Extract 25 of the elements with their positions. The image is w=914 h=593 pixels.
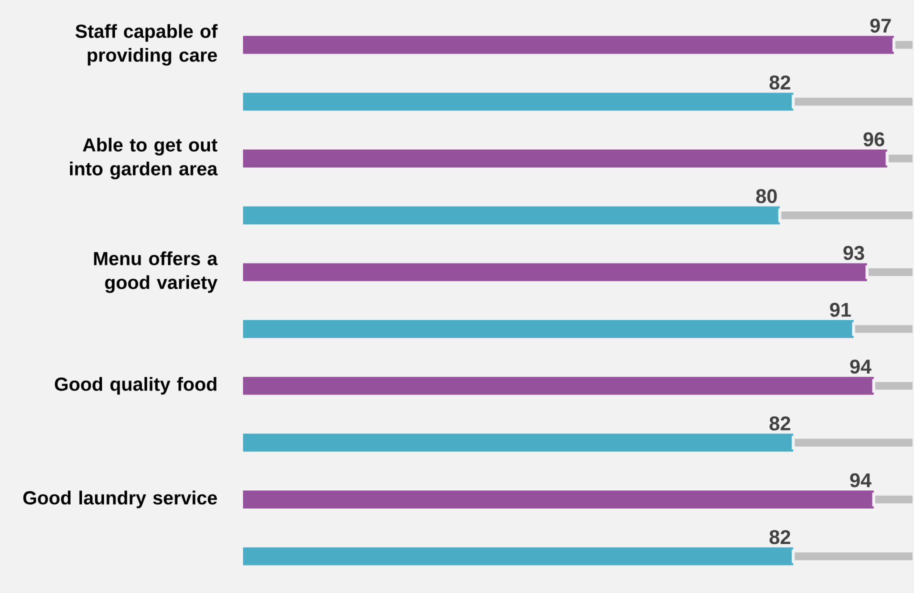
data-label: 91	[830, 302, 851, 317]
data-label: 96	[864, 132, 884, 146]
data-label: 82	[770, 530, 790, 544]
bar	[243, 320, 854, 338]
data-label: 82	[770, 75, 790, 90]
data-label: 82	[770, 416, 790, 430]
data-label: 80	[756, 189, 777, 204]
data-label: 97	[870, 18, 891, 33]
data-label: 93	[843, 246, 864, 260]
bar	[243, 206, 780, 224]
bar	[243, 36, 894, 54]
bar	[243, 92, 794, 111]
bar	[243, 547, 794, 566]
y-tick-label: Good laundry service	[23, 490, 217, 508]
bar	[243, 434, 794, 452]
y-tick-label: Staff capable of providing care	[76, 24, 218, 66]
bar	[243, 149, 888, 168]
data-label: 94	[850, 360, 872, 374]
y-tick-label: Good quality food	[54, 376, 216, 395]
y-tick-label: Menu offers a good variety	[94, 251, 218, 293]
bar	[243, 263, 868, 282]
bar	[243, 490, 874, 508]
bar	[243, 376, 874, 395]
y-tick-label: Able to get out into garden area	[70, 138, 218, 180]
data-label: 94	[850, 473, 872, 488]
